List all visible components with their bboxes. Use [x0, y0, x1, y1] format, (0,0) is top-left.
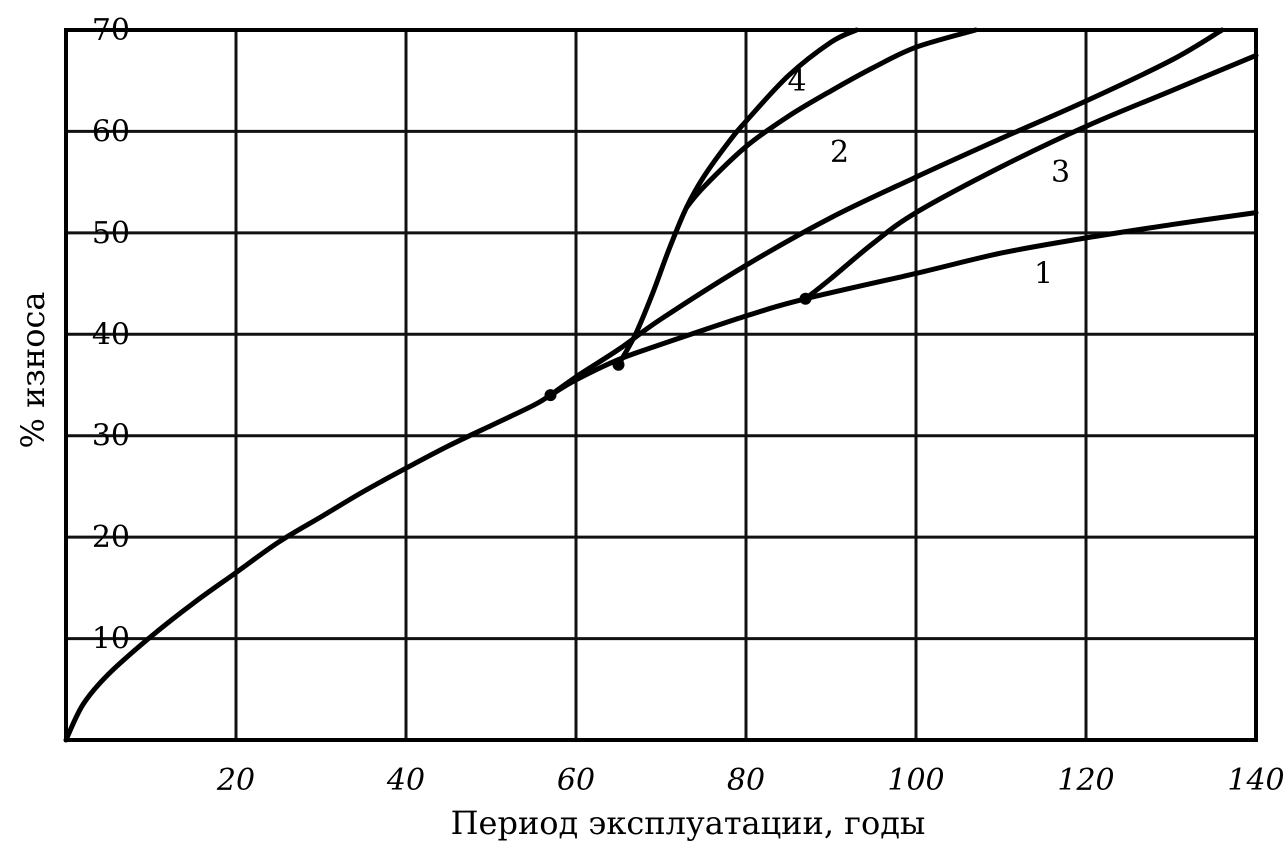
- break-point-markers: [544, 292, 812, 402]
- x-tick-label: 80: [727, 763, 765, 798]
- break-point-marker: [799, 292, 812, 305]
- y-tick-label: 50: [92, 216, 130, 251]
- curve-number-label: 1: [1034, 257, 1053, 292]
- y-tick-label: 30: [92, 419, 130, 454]
- x-tick-label: 140: [1227, 763, 1284, 798]
- y-tick-label: 70: [92, 13, 130, 48]
- break-point-marker: [612, 358, 625, 371]
- y-tick-label: 40: [92, 317, 130, 352]
- curve-number-label: 3: [1051, 155, 1070, 190]
- curve-labels: 1 2 3 4: [787, 64, 1070, 292]
- wear-curves: [63, 27, 1259, 743]
- x-axis-label: Период эксплуатации, годы: [451, 804, 926, 842]
- y-tick-label: 60: [92, 114, 130, 149]
- x-tick-label: 120: [1057, 763, 1114, 798]
- grid-lines: [64, 28, 1258, 742]
- break-point-marker: [544, 389, 557, 402]
- x-tick-label: 60: [557, 763, 595, 798]
- curve-1: [63, 210, 1259, 743]
- axis-ticks: 20 40 60 80 100 120 140 10 20 30 40 50 60 70: [92, 13, 1285, 798]
- curve-4-branch: [684, 27, 978, 210]
- x-tick-label: 100: [887, 763, 944, 798]
- curve-3: [803, 52, 1259, 302]
- x-tick-label: 20: [216, 763, 255, 798]
- y-tick-label: 10: [92, 622, 130, 657]
- x-tick-label: 40: [386, 763, 425, 798]
- curve-number-label: 2: [830, 135, 849, 170]
- y-axis-label: % износа: [14, 292, 52, 449]
- curve-4: [616, 27, 859, 368]
- plot-frame: [64, 28, 1258, 742]
- y-tick-label: 20: [92, 520, 130, 555]
- curve-2: [548, 27, 1225, 398]
- curve-number-label: 4: [787, 64, 806, 99]
